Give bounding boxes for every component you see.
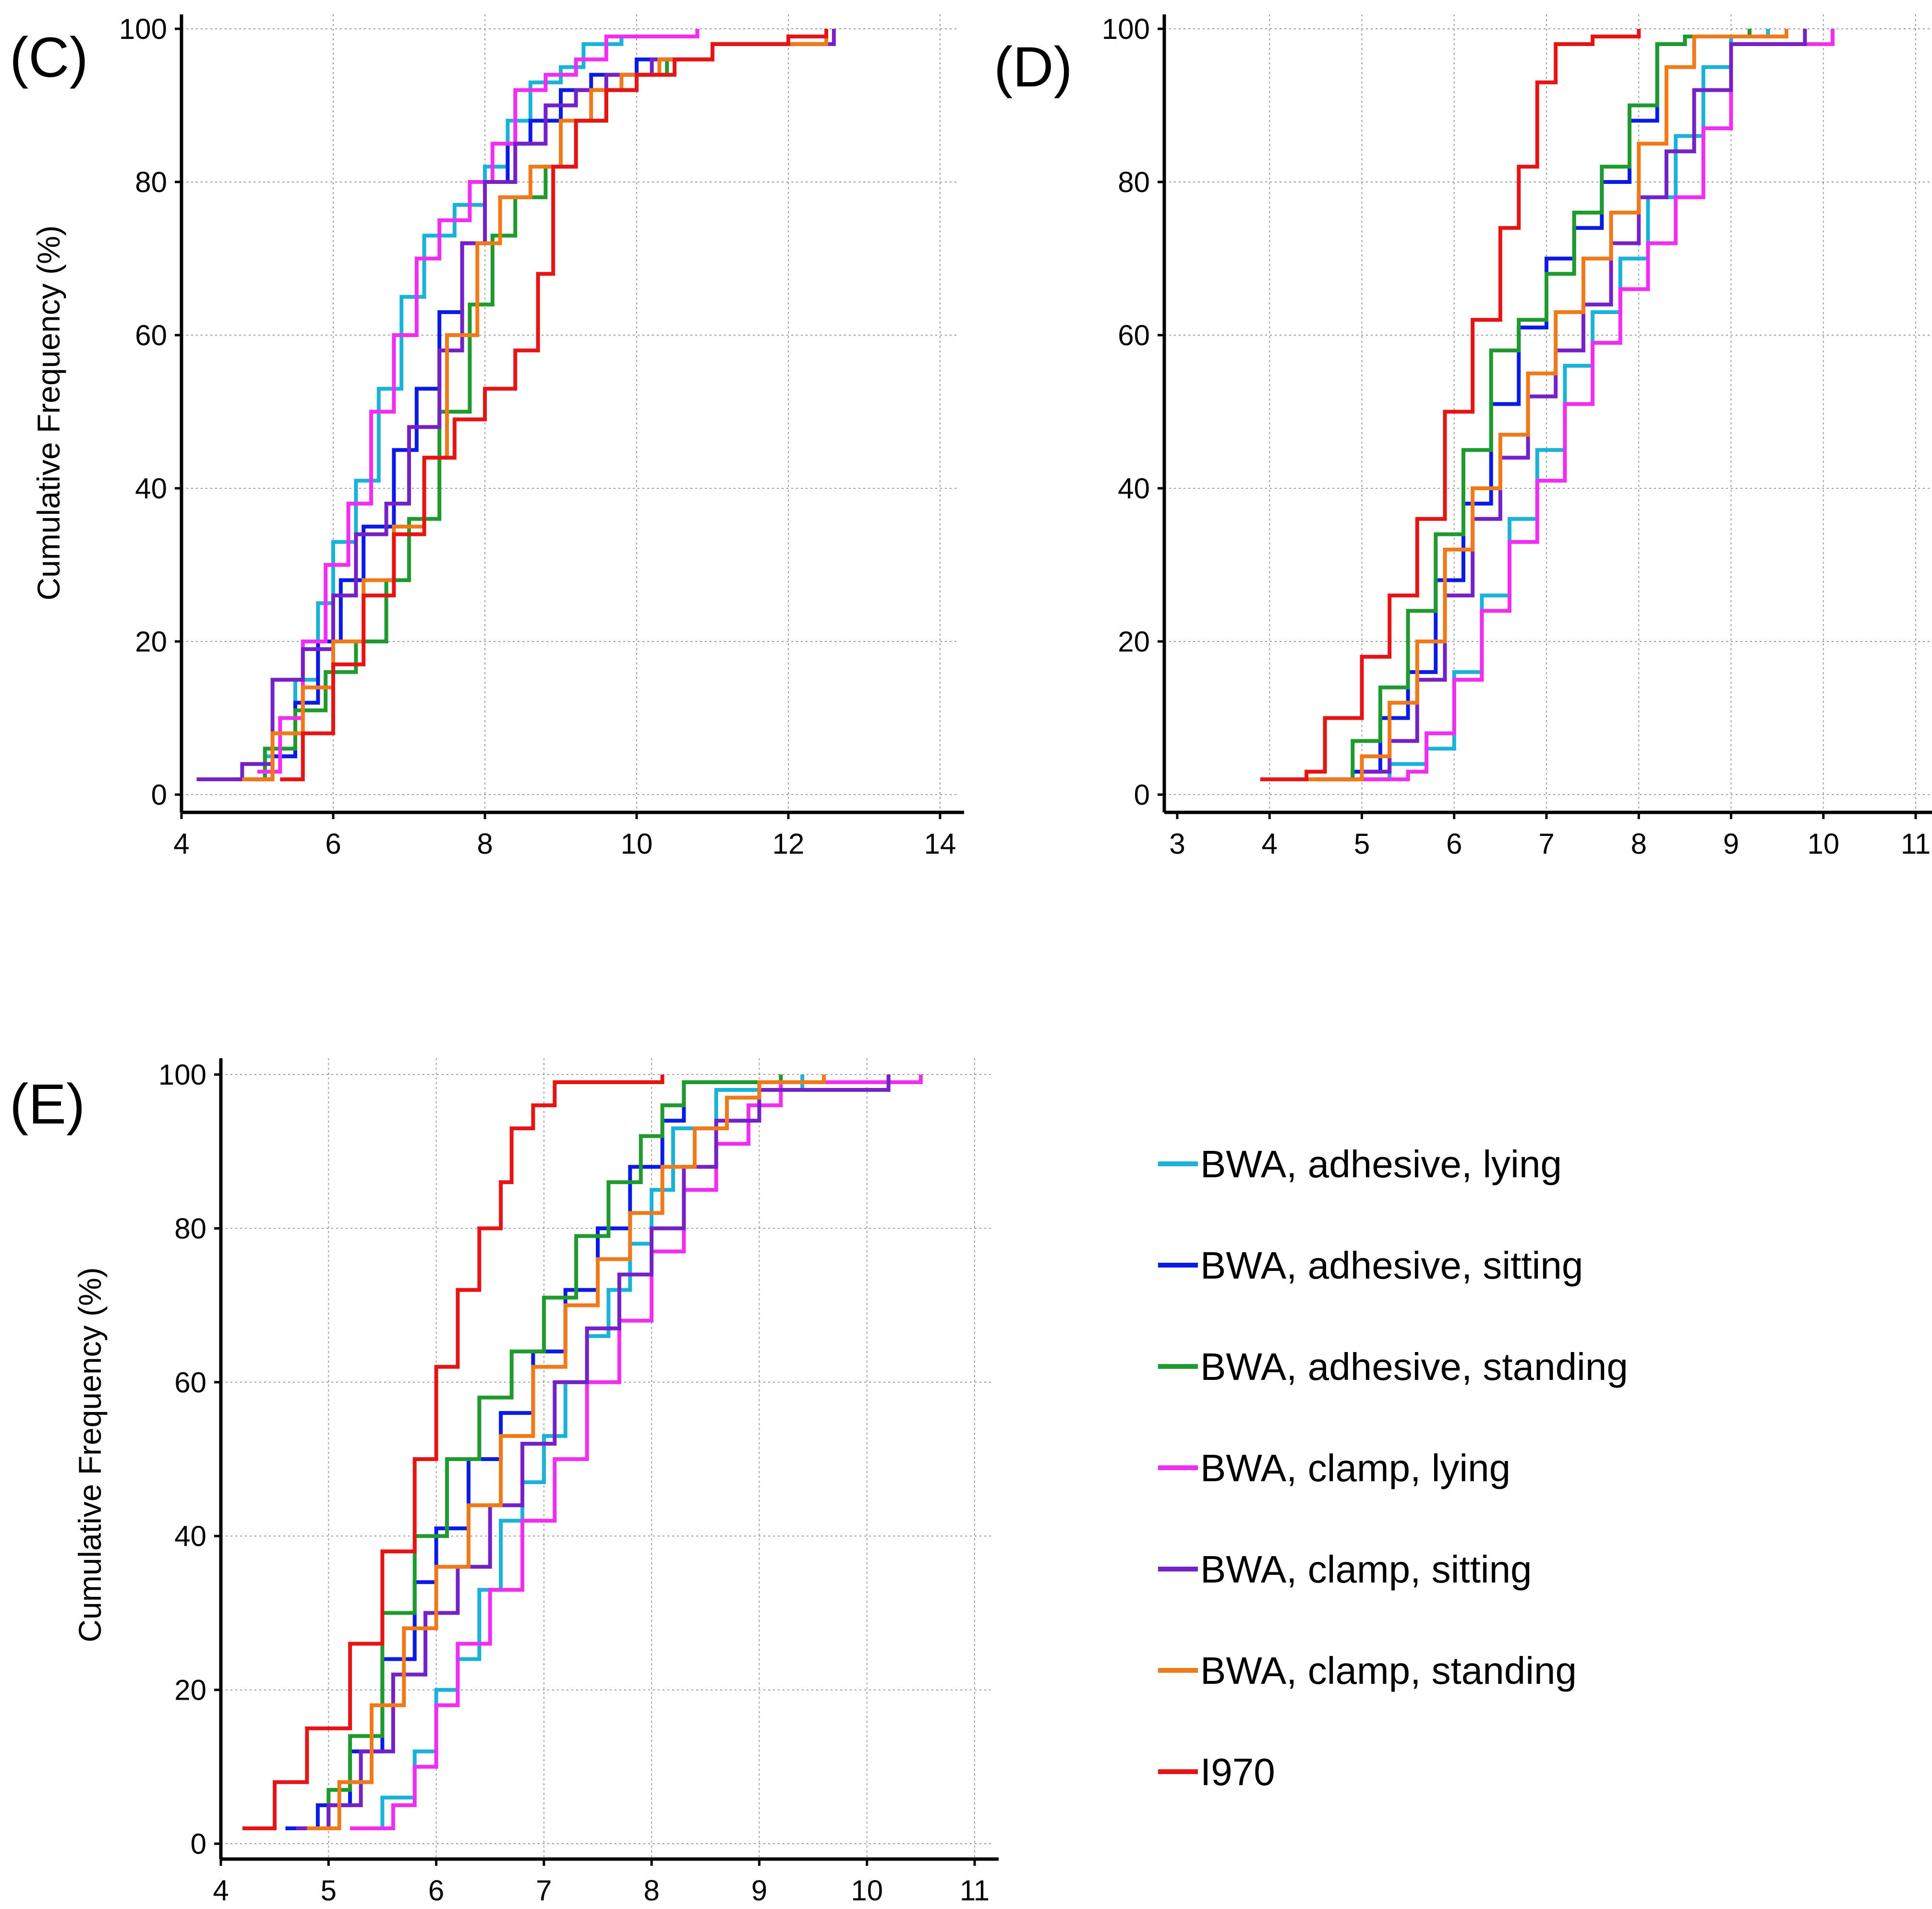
- series-line: [1316, 29, 1751, 782]
- x-tick-label: 7: [536, 1874, 552, 1907]
- legend-label: BWA, adhesive, lying: [1200, 1143, 1562, 1185]
- y-tick-label: 0: [1134, 779, 1150, 811]
- panel-d: 0 20 40 60 80 100 3 4 5 6 7 8 9 10 11 (D): [994, 13, 1932, 860]
- series-line: [242, 1075, 664, 1830]
- panel-label: (D): [994, 36, 1073, 99]
- series-line: [307, 1075, 783, 1830]
- y-tick-label: 20: [1118, 626, 1150, 658]
- x-tick-label: 10: [851, 1874, 883, 1907]
- x-tick-label: 11: [1901, 828, 1931, 860]
- y-axis-title: Cumulative Frequency (%): [72, 1267, 108, 1642]
- series-line: [242, 29, 828, 782]
- x-tick-label: 9: [751, 1874, 767, 1907]
- x-tick-label: 4: [173, 828, 189, 860]
- legend-label: BWA, clamp, sitting: [1200, 1548, 1532, 1591]
- y-tick-label: 20: [174, 1674, 206, 1706]
- x-tick-label: 11: [960, 1874, 990, 1907]
- series-line: [280, 29, 828, 782]
- y-tick-label: 100: [158, 1059, 206, 1091]
- panel-label: (E): [10, 1073, 85, 1136]
- y-tick-label: 60: [1118, 319, 1150, 351]
- x-tick-label: 10: [1807, 828, 1839, 860]
- y-tick-label: 0: [151, 779, 167, 811]
- panel-c: 0 20 40 60 80 100 4 6 8 10 12 14 (C) Cumulative Frequ…: [10, 13, 964, 860]
- y-tick-label: 80: [1118, 166, 1150, 198]
- y-tick-label: 100: [119, 13, 167, 45]
- x-tick-label: 3: [1169, 828, 1185, 860]
- x-tick-label: 5: [1354, 828, 1370, 860]
- x-tick-label: 4: [213, 1874, 229, 1907]
- x-tick-label: 8: [477, 828, 493, 860]
- legend-label: BWA, clamp, lying: [1200, 1447, 1510, 1489]
- legend-label: I970: [1200, 1751, 1275, 1793]
- x-tick-label: 6: [325, 828, 341, 860]
- panel-e: 0 20 40 60 80 100 4 5 6 7 8 9 10 11 (E) Cumulative Freq…: [10, 1058, 999, 1907]
- x-tick-label: 5: [321, 1874, 337, 1907]
- legend: BWA, adhesive, lying BWA, adhesive, sitti…: [1158, 1143, 1628, 1793]
- series-line: [1316, 29, 1751, 782]
- x-tick-label: 9: [1723, 828, 1739, 860]
- y-tick-label: 0: [191, 1828, 206, 1860]
- series-line: [350, 1075, 805, 1830]
- y-tick-label: 60: [135, 319, 167, 351]
- series-line: [307, 1075, 826, 1830]
- x-tick-label: 7: [1538, 828, 1554, 860]
- y-tick-label: 80: [174, 1212, 206, 1244]
- series-line: [1343, 29, 1835, 782]
- series-line: [1316, 29, 1807, 782]
- y-axis-title: Cumulative Frequency (%): [31, 225, 66, 600]
- y-tick-label: 40: [174, 1520, 206, 1552]
- y-tick-label: 100: [1102, 13, 1150, 45]
- x-tick-label: 4: [1262, 828, 1278, 860]
- x-tick-label: 6: [1446, 828, 1462, 860]
- x-tick-label: 8: [1631, 828, 1647, 860]
- panel-label: (C): [10, 26, 88, 89]
- legend-label: BWA, adhesive, standing: [1200, 1345, 1628, 1388]
- series-line: [296, 1075, 891, 1830]
- x-tick-label: 6: [428, 1874, 444, 1907]
- x-tick-label: 10: [621, 828, 653, 860]
- y-tick-label: 40: [135, 472, 167, 505]
- series-line: [1260, 29, 1641, 782]
- legend-label: BWA, adhesive, sitting: [1200, 1244, 1583, 1287]
- y-tick-label: 40: [1118, 472, 1150, 505]
- x-tick-label: 8: [643, 1874, 659, 1907]
- series-line: [350, 1075, 923, 1830]
- legend-label: BWA, clamp, standing: [1200, 1649, 1577, 1692]
- series-line: [1343, 29, 1770, 782]
- x-tick-label: 12: [773, 828, 805, 860]
- series-line: [250, 29, 828, 782]
- series-line: [257, 29, 700, 774]
- y-tick-label: 60: [174, 1366, 206, 1399]
- x-tick-label: 14: [924, 828, 956, 860]
- series-line: [1306, 29, 1788, 782]
- y-tick-label: 80: [135, 166, 167, 198]
- y-tick-label: 20: [135, 626, 167, 658]
